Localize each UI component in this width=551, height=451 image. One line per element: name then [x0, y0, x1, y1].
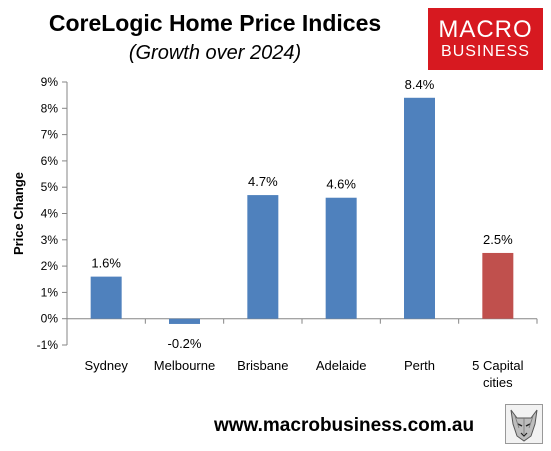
- data-label: 8.4%: [405, 77, 435, 92]
- y-tick-label: 3%: [41, 233, 59, 247]
- data-label: 2.5%: [483, 232, 513, 247]
- bar: [169, 318, 200, 324]
- logo-line-2: BUSINESS: [441, 43, 530, 60]
- y-axis-title: Price Change: [11, 172, 26, 255]
- y-tick-label: -1%: [37, 338, 59, 352]
- y-tick-label: 0%: [41, 312, 59, 326]
- bar: [247, 195, 279, 319]
- y-tick-label: 4%: [41, 207, 59, 221]
- x-tick-label: Perth: [404, 358, 435, 373]
- website-url: www.macrobusiness.com.au: [214, 415, 475, 436]
- y-tick-label: 1%: [41, 285, 59, 299]
- y-tick-label: 5%: [41, 180, 59, 194]
- y-tick-label: 7%: [41, 128, 59, 142]
- data-label: -0.2%: [168, 336, 202, 351]
- x-tick-label: Sydney: [84, 358, 128, 373]
- chart-title: CoreLogic Home Price Indices: [48, 10, 382, 36]
- y-tick-label: 6%: [41, 154, 59, 168]
- x-tick-label: Melbourne: [154, 358, 215, 373]
- bar: [482, 252, 514, 319]
- data-label: 1.6%: [91, 256, 121, 271]
- logo-line-1: MACRO: [438, 16, 533, 43]
- x-tick-label: Adelaide: [316, 358, 367, 373]
- bar: [325, 197, 357, 319]
- x-tick-label: cities: [483, 375, 513, 390]
- y-tick-label: 2%: [41, 259, 59, 273]
- data-label: 4.7%: [248, 174, 278, 189]
- bar: [90, 276, 122, 319]
- wolf-icon: [505, 404, 543, 444]
- bar: [404, 97, 435, 319]
- x-tick-label: Brisbane: [237, 358, 288, 373]
- x-tick-label: 5 Capital: [472, 358, 523, 373]
- chart-subtitle: (Growth over 2024): [128, 42, 302, 64]
- data-label: 4.6%: [326, 177, 356, 192]
- y-tick-label: 9%: [41, 75, 59, 89]
- macrobusiness-logo: MACRO BUSINESS: [428, 8, 543, 70]
- y-tick-label: 8%: [41, 101, 59, 115]
